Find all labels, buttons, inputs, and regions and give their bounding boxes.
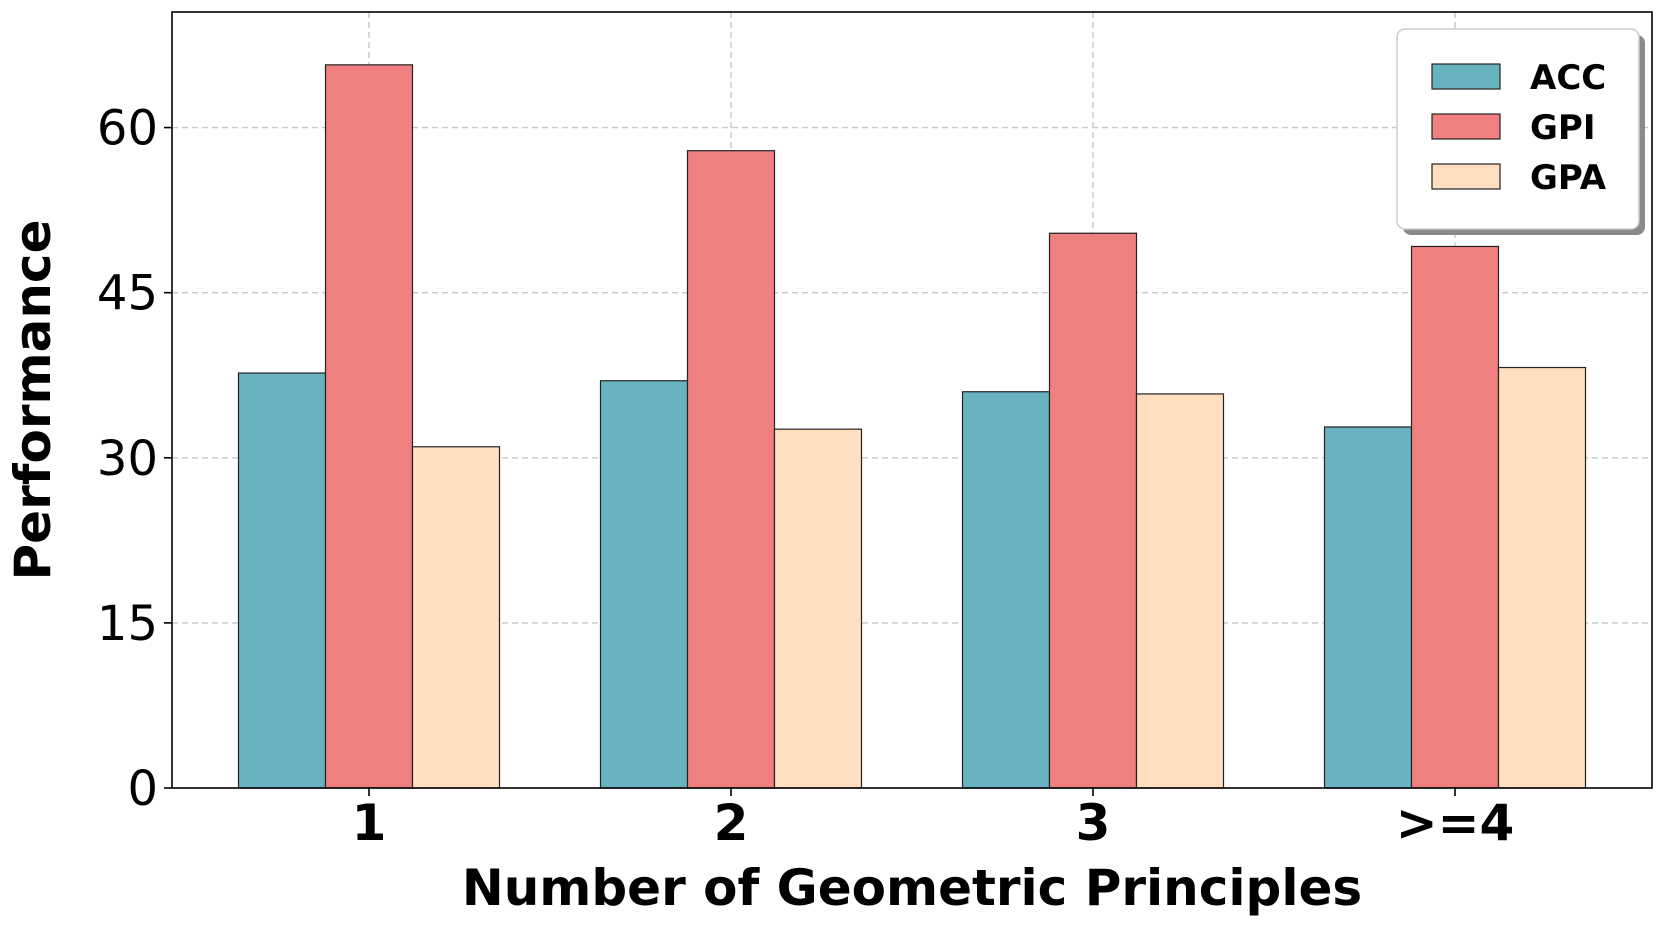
legend-swatch-gpi bbox=[1431, 113, 1501, 140]
y-tick-label: 30 bbox=[97, 431, 158, 487]
legend-label-gpa: GPA bbox=[1530, 158, 1607, 198]
y-axis-label: Performance bbox=[4, 220, 62, 581]
legend-items: ACC GPI GPA bbox=[1431, 58, 1607, 198]
bar-gpa-4 bbox=[1497, 366, 1587, 789]
plot-frame bbox=[171, 11, 1653, 789]
y-axis-ticks: 0 15 30 45 60 bbox=[97, 101, 172, 817]
bar-acc-1 bbox=[237, 372, 327, 789]
bar-gpi-2 bbox=[686, 150, 776, 789]
legend-label-acc: ACC bbox=[1530, 58, 1606, 98]
x-tick-label: 3 bbox=[1076, 794, 1111, 852]
y-tick-label: 15 bbox=[97, 596, 158, 652]
legend-swatch-gpa bbox=[1431, 163, 1501, 190]
x-axis-label: Number of Geometric Principles bbox=[462, 859, 1362, 917]
bar-gpa-2 bbox=[773, 428, 863, 789]
bar-gpi-4 bbox=[1410, 245, 1500, 789]
x-axis-ticks: 1 2 3 >=4 bbox=[352, 788, 1515, 852]
x-tick-label: 1 bbox=[352, 794, 387, 852]
bar-gpa-3 bbox=[1135, 393, 1225, 789]
x-tick-label: 2 bbox=[714, 794, 749, 852]
x-tick-label: >=4 bbox=[1396, 794, 1515, 852]
legend-label-gpi: GPI bbox=[1530, 108, 1595, 148]
legend-swatch-acc bbox=[1431, 63, 1501, 90]
y-tick-label: 60 bbox=[97, 101, 158, 157]
bar-acc-2 bbox=[599, 380, 689, 789]
bar-acc-3 bbox=[961, 391, 1051, 789]
bar-gpi-1 bbox=[324, 64, 414, 789]
bar-gpi-3 bbox=[1048, 232, 1138, 789]
legend: ACC GPI GPA bbox=[1396, 28, 1645, 235]
bar-gpa-1 bbox=[411, 446, 501, 789]
bars bbox=[237, 64, 1587, 789]
y-tick-label: 0 bbox=[127, 761, 158, 817]
y-tick-label: 45 bbox=[97, 266, 158, 322]
bar-acc-4 bbox=[1323, 426, 1413, 789]
